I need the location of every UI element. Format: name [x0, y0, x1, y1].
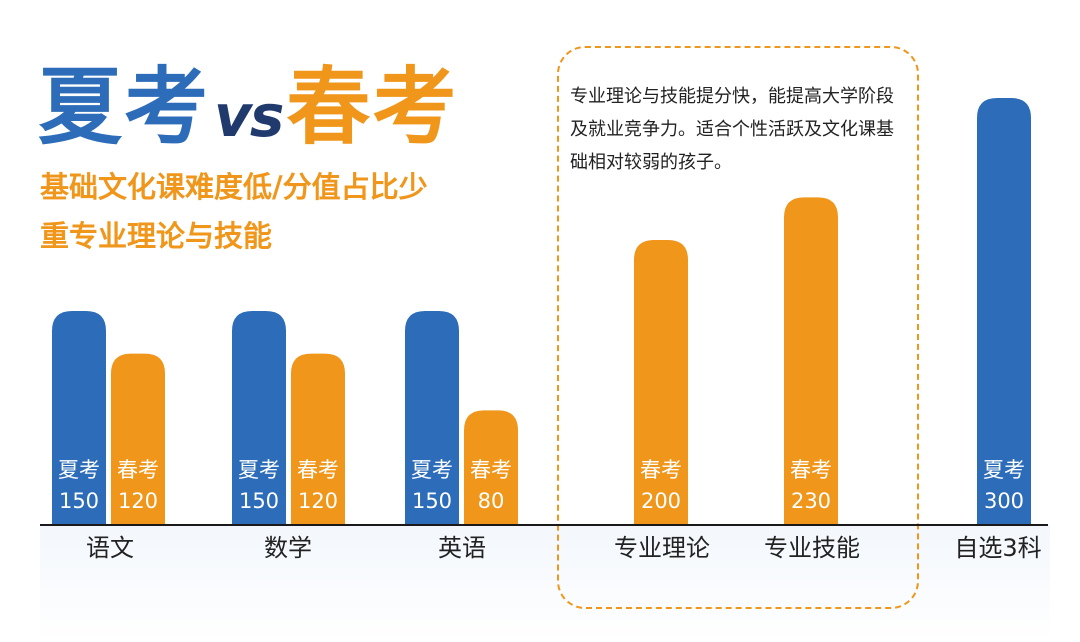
bar-spring-0	[111, 353, 165, 524]
bar-series-label: 夏考	[58, 458, 100, 482]
category-label: 自选3科	[954, 534, 1041, 562]
bar-summer-2	[405, 311, 459, 524]
bar-spring-4	[784, 197, 838, 524]
bar-value-label: 150	[412, 489, 452, 513]
category-label: 专业技能	[764, 534, 860, 562]
headline: 夏考 vs 春考	[38, 40, 458, 156]
bar-series-label: 夏考	[983, 458, 1025, 482]
bar-series-label: 春考	[117, 458, 159, 482]
subtitle-line-2: 重专业理论与技能	[40, 219, 273, 253]
bar-summer-5	[977, 98, 1031, 524]
category-label: 数学	[264, 534, 312, 562]
bar-series-label: 春考	[297, 458, 339, 482]
bar-value-label: 120	[118, 489, 158, 513]
bar-series-label: 夏考	[238, 458, 280, 482]
headline-spring: 春考	[286, 58, 459, 156]
bar-value-label: 80	[478, 489, 505, 513]
bar-value-label: 120	[298, 489, 338, 513]
bar-spring-1	[291, 353, 345, 524]
bar-value-label: 150	[59, 489, 99, 513]
headline-summer: 夏考	[38, 58, 211, 156]
subtitle-line-1: 基础文化课难度低/分值占比少	[40, 170, 428, 204]
bar-spring-3	[634, 240, 688, 524]
headline-vs: vs	[214, 82, 284, 150]
category-label: 英语	[438, 534, 486, 562]
highlight-box	[557, 46, 919, 609]
bar-value-label: 150	[239, 489, 279, 513]
bar-value-label: 300	[984, 489, 1024, 513]
bar-series-label: 春考	[470, 458, 512, 482]
category-label: 专业理论	[614, 534, 710, 562]
bar-series-label: 春考	[790, 458, 832, 482]
bar-summer-0	[52, 311, 106, 524]
background-band	[40, 525, 1050, 642]
bar-value-label: 200	[641, 489, 681, 513]
description-text: 专业理论与技能提分快，能提高大学阶段及就业竞争力。适合个性活跃及文化课基础相对较…	[570, 86, 894, 173]
bar-summer-1	[232, 311, 286, 524]
category-label: 语文	[86, 534, 134, 562]
bar-series-label: 春考	[640, 458, 682, 482]
bar-series-label: 夏考	[411, 458, 453, 482]
bar-value-label: 230	[791, 489, 831, 513]
bar-spring-2	[464, 410, 518, 524]
